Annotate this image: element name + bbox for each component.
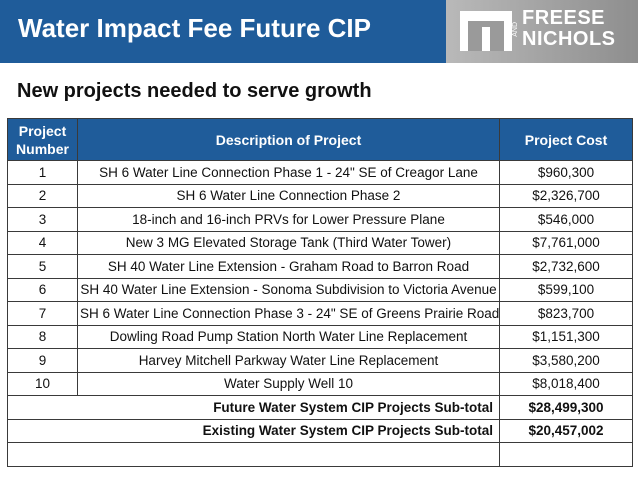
logo-wordmark: FREESE NICHOLS xyxy=(522,8,616,50)
project-cost-cell: $3,580,200 xyxy=(499,348,633,373)
cip-projects-table: Project Number Description of Project Pro… xyxy=(7,118,633,467)
project-cost-cell: $7,761,000 xyxy=(499,230,633,255)
project-cost-cell: $546,000 xyxy=(499,207,633,232)
column-header-description: Description of Project xyxy=(77,118,500,161)
table-row: 5 SH 40 Water Line Extension - Graham Roa… xyxy=(7,254,633,279)
table-row: 8 Dowling Road Pump Station North Water L… xyxy=(7,324,633,349)
project-cost-cell: $960,300 xyxy=(499,160,633,185)
project-number-cell: 7 xyxy=(7,301,78,326)
project-number-cell: 8 xyxy=(7,324,78,349)
future-subtotal-row: Future Water System CIP Projects Sub-tot… xyxy=(7,395,633,420)
logo-line-2: NICHOLS xyxy=(522,28,616,50)
subtotal-value: $28,499,300 xyxy=(499,395,633,420)
existing-subtotal-row: Existing Water System CIP Projects Sub-t… xyxy=(7,418,633,443)
project-description-cell: SH 6 Water Line Connection Phase 1 - 24"… xyxy=(77,160,500,185)
project-cost-cell: $1,151,300 xyxy=(499,324,633,349)
project-description-cell: SH 6 Water Line Connection Phase 2 xyxy=(77,183,500,208)
project-number-cell: 3 xyxy=(7,207,78,232)
subtotal-value: $20,457,002 xyxy=(499,418,633,443)
subtotal-label: Future Water System CIP Projects Sub-tot… xyxy=(7,395,500,420)
logo-mark-icon xyxy=(460,11,512,51)
project-cost-cell: $2,326,700 xyxy=(499,183,633,208)
project-number-cell: 2 xyxy=(7,183,78,208)
project-cost-cell: $8,018,400 xyxy=(499,371,633,396)
table-row: 3 18-inch and 16-inch PRVs for Lower Pres… xyxy=(7,207,633,232)
project-number-cell: 4 xyxy=(7,230,78,255)
project-description-cell: New 3 MG Elevated Storage Tank (Third Wa… xyxy=(77,230,500,255)
project-description-cell: Dowling Road Pump Station North Water Li… xyxy=(77,324,500,349)
project-number-header-text: Project Number xyxy=(16,122,69,157)
project-description-cell: Water Supply Well 10 xyxy=(77,371,500,396)
column-header-project-number: Project Number xyxy=(7,118,78,161)
project-description-cell: Harvey Mitchell Parkway Water Line Repla… xyxy=(77,348,500,373)
project-description-cell: 18-inch and 16-inch PRVs for Lower Press… xyxy=(77,207,500,232)
column-header-cost: Project Cost xyxy=(499,118,633,161)
logo-line-1: FREESE xyxy=(522,7,606,29)
title-bar: Water Impact Fee Future CIP AND FREESE N… xyxy=(0,0,638,63)
subtotal-label: Existing Water System CIP Projects Sub-t… xyxy=(7,418,500,443)
project-description-cell: SH 40 Water Line Extension - Sonoma Subd… xyxy=(77,277,500,302)
slide-title: Water Impact Fee Future CIP xyxy=(18,13,371,43)
freese-nichols-logo: AND FREESE NICHOLS xyxy=(446,0,638,63)
subtotal-label: Total Capital Improvements Cost xyxy=(7,442,500,467)
slide-subtitle: New projects needed to serve growth xyxy=(17,80,372,102)
table-row: 9 Harvey Mitchell Parkway Water Line Repl… xyxy=(7,348,633,373)
table-header-row: Project Number Description of Project Pro… xyxy=(7,118,633,161)
project-cost-cell: $2,732,600 xyxy=(499,254,633,279)
project-number-cell: 5 xyxy=(7,254,78,279)
project-description-cell: SH 6 Water Line Connection Phase 3 - 24"… xyxy=(77,301,500,326)
project-number-cell: 9 xyxy=(7,348,78,373)
project-number-cell: 1 xyxy=(7,160,78,185)
logo-and-text: AND xyxy=(512,22,519,37)
table-row: 2 SH 6 Water Line Connection Phase 2 $2,32… xyxy=(7,183,633,208)
table-row: 7 SH 6 Water Line Connection Phase 3 - 24… xyxy=(7,301,633,326)
subtotal-value: $48,956,302 xyxy=(499,442,633,467)
total-cost-row: Total Capital Improvements Cost $48,956,3… xyxy=(7,442,633,467)
project-number-cell: 6 xyxy=(7,277,78,302)
table-row: 1 SH 6 Water Line Connection Phase 1 - 24… xyxy=(7,160,633,185)
table-row: 10 Water Supply Well 10 $8,018,400 xyxy=(7,371,633,396)
project-number-cell: 10 xyxy=(7,371,78,396)
project-cost-cell: $823,700 xyxy=(499,301,633,326)
project-description-cell: SH 40 Water Line Extension - Graham Road… xyxy=(77,254,500,279)
table-row: 4 New 3 MG Elevated Storage Tank (Third W… xyxy=(7,230,633,255)
project-cost-cell: $599,100 xyxy=(499,277,633,302)
table-row: 6 SH 40 Water Line Extension - Sonoma Sub… xyxy=(7,277,633,302)
